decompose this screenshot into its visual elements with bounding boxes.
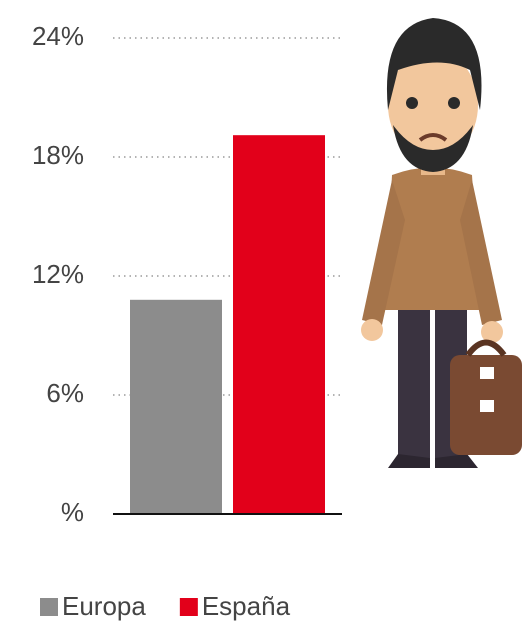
legend-swatch (179, 598, 198, 616)
y-tick-label: % (61, 497, 84, 527)
bar (130, 299, 222, 514)
y-tick-label: 12% (32, 259, 84, 289)
y-tick-label: 24% (32, 21, 84, 51)
legend-label: Europa (62, 591, 146, 621)
illustration (361, 18, 522, 468)
legend-label: España (202, 591, 291, 621)
bar (233, 135, 325, 514)
legend-swatch (40, 598, 58, 616)
y-tick-label: 6% (46, 378, 84, 408)
y-tick-label: 18% (32, 140, 84, 170)
